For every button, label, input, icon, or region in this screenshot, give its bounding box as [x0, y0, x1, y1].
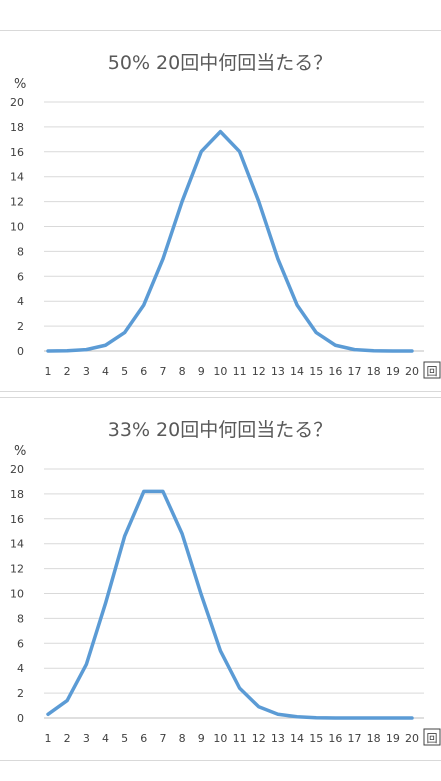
y-tick-label: 0 [17, 345, 24, 358]
y-tick-label: 10 [10, 588, 24, 601]
y-tick-label: 6 [17, 637, 24, 650]
y-tick-label: 14 [10, 171, 24, 184]
x-tick-label: 10 [213, 732, 227, 745]
x-tick-label: 7 [159, 732, 166, 745]
x-axis-unit-label: 回 [427, 365, 438, 378]
y-tick-label: 16 [10, 513, 24, 526]
x-tick-label: 20 [405, 365, 419, 378]
x-tick-label: 1 [45, 365, 52, 378]
x-tick-label: 13 [271, 365, 285, 378]
x-tick-label: 9 [198, 732, 205, 745]
x-tick-label: 5 [121, 732, 128, 745]
x-tick-label: 5 [121, 365, 128, 378]
x-tick-label: 18 [367, 732, 381, 745]
x-tick-label: 3 [83, 365, 90, 378]
y-tick-label: 2 [17, 320, 24, 333]
x-tick-label: 10 [213, 365, 227, 378]
x-tick-label: 4 [102, 732, 109, 745]
y-tick-label: 18 [10, 121, 24, 134]
x-tick-label: 11 [233, 732, 247, 745]
x-tick-label: 17 [348, 365, 362, 378]
y-tick-label: 8 [17, 612, 24, 625]
x-tick-label: 8 [179, 365, 186, 378]
chart-title: 33% 20回中何回当たる？ [108, 419, 332, 441]
x-tick-label: 14 [290, 365, 304, 378]
series-line [46, 489, 414, 720]
x-axis-unit-label: 回 [427, 732, 438, 745]
y-tick-label: 10 [10, 221, 24, 234]
x-tick-label: 11 [233, 365, 247, 378]
y-axis-unit-label: % [14, 77, 26, 92]
x-tick-label: 16 [328, 732, 342, 745]
x-tick-label: 3 [83, 732, 90, 745]
x-tick-label: 9 [198, 365, 205, 378]
y-tick-label: 0 [17, 712, 24, 725]
x-tick-label: 7 [159, 365, 166, 378]
y-tick-label: 18 [10, 488, 24, 501]
x-tick-label: 12 [252, 365, 266, 378]
x-tick-label: 20 [405, 732, 419, 745]
chart-panel-33: 33% 20回中何回当たる？% 0 2 4 6 8 10 12 14 16 18 20 1 2 3 4 5 6 7 8… [0, 397, 441, 761]
x-axis-unit-box [423, 361, 441, 379]
y-tick-label: 6 [17, 270, 24, 283]
x-tick-label: 19 [386, 732, 400, 745]
y-tick-label: 20 [10, 96, 24, 109]
y-tick-label: 12 [10, 196, 24, 209]
y-tick-label: 4 [17, 662, 24, 675]
x-axis-unit-box [423, 728, 441, 746]
x-tick-label: 19 [386, 365, 400, 378]
x-tick-label: 16 [328, 365, 342, 378]
y-tick-label: 16 [10, 146, 24, 159]
x-tick-label: 4 [102, 365, 109, 378]
x-tick-label: 1 [45, 732, 52, 745]
y-axis-unit-label: % [14, 444, 26, 459]
x-tick-label: 15 [309, 732, 323, 745]
x-tick-label: 14 [290, 732, 304, 745]
x-tick-label: 18 [367, 365, 381, 378]
x-tick-label: 2 [64, 732, 71, 745]
x-tick-label: 6 [140, 365, 147, 378]
y-tick-label: 2 [17, 687, 24, 700]
series-line [46, 129, 414, 353]
y-tick-label: 8 [17, 245, 24, 258]
y-tick-label: 14 [10, 538, 24, 551]
chart-title: 50% 20回中何回当たる？ [108, 52, 332, 74]
chart-panel-50: 50% 20回中何回当たる？% 0 2 4 6 8 10 12 14 16 18 20 1 2 3 4 5 6 7 8… [0, 30, 441, 392]
y-tick-label: 4 [17, 295, 24, 308]
x-tick-label: 17 [348, 732, 362, 745]
x-tick-label: 13 [271, 732, 285, 745]
y-tick-label: 20 [10, 463, 24, 476]
x-tick-label: 6 [140, 732, 147, 745]
x-tick-label: 12 [252, 732, 266, 745]
y-tick-label: 12 [10, 563, 24, 576]
x-tick-label: 8 [179, 732, 186, 745]
x-tick-label: 15 [309, 365, 323, 378]
x-tick-label: 2 [64, 365, 71, 378]
